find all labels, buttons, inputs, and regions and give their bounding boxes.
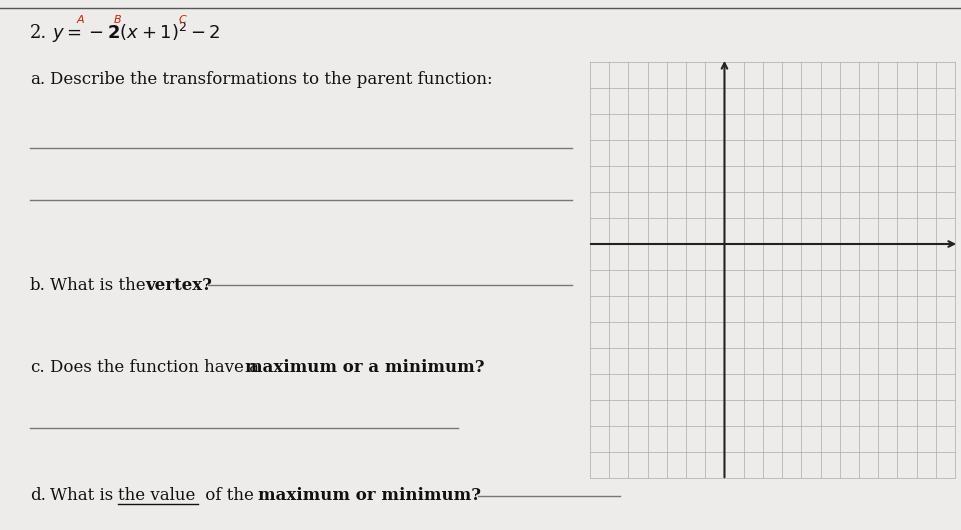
Text: maximum or a minimum?: maximum or a minimum? (245, 359, 484, 376)
Text: What is the: What is the (50, 277, 151, 294)
Text: maximum or minimum?: maximum or minimum? (258, 488, 481, 505)
Text: B: B (114, 15, 122, 25)
Text: 2.: 2. (30, 24, 47, 42)
Text: of the: of the (200, 488, 259, 505)
Text: C: C (178, 15, 185, 25)
Text: $y = -\mathbf{2}(x + 1)^2 - 2$: $y = -\mathbf{2}(x + 1)^2 - 2$ (52, 21, 221, 45)
Text: b.: b. (30, 277, 46, 294)
Text: a.: a. (30, 72, 45, 89)
Text: Describe the transformations to the parent function:: Describe the transformations to the pare… (50, 72, 493, 89)
Text: Does the function have a: Does the function have a (50, 359, 264, 376)
Text: What is: What is (50, 488, 118, 505)
Text: A: A (76, 15, 84, 25)
Text: vertex?: vertex? (145, 277, 211, 294)
Text: the value: the value (118, 488, 195, 505)
Text: d.: d. (30, 488, 46, 505)
Text: c.: c. (30, 359, 44, 376)
